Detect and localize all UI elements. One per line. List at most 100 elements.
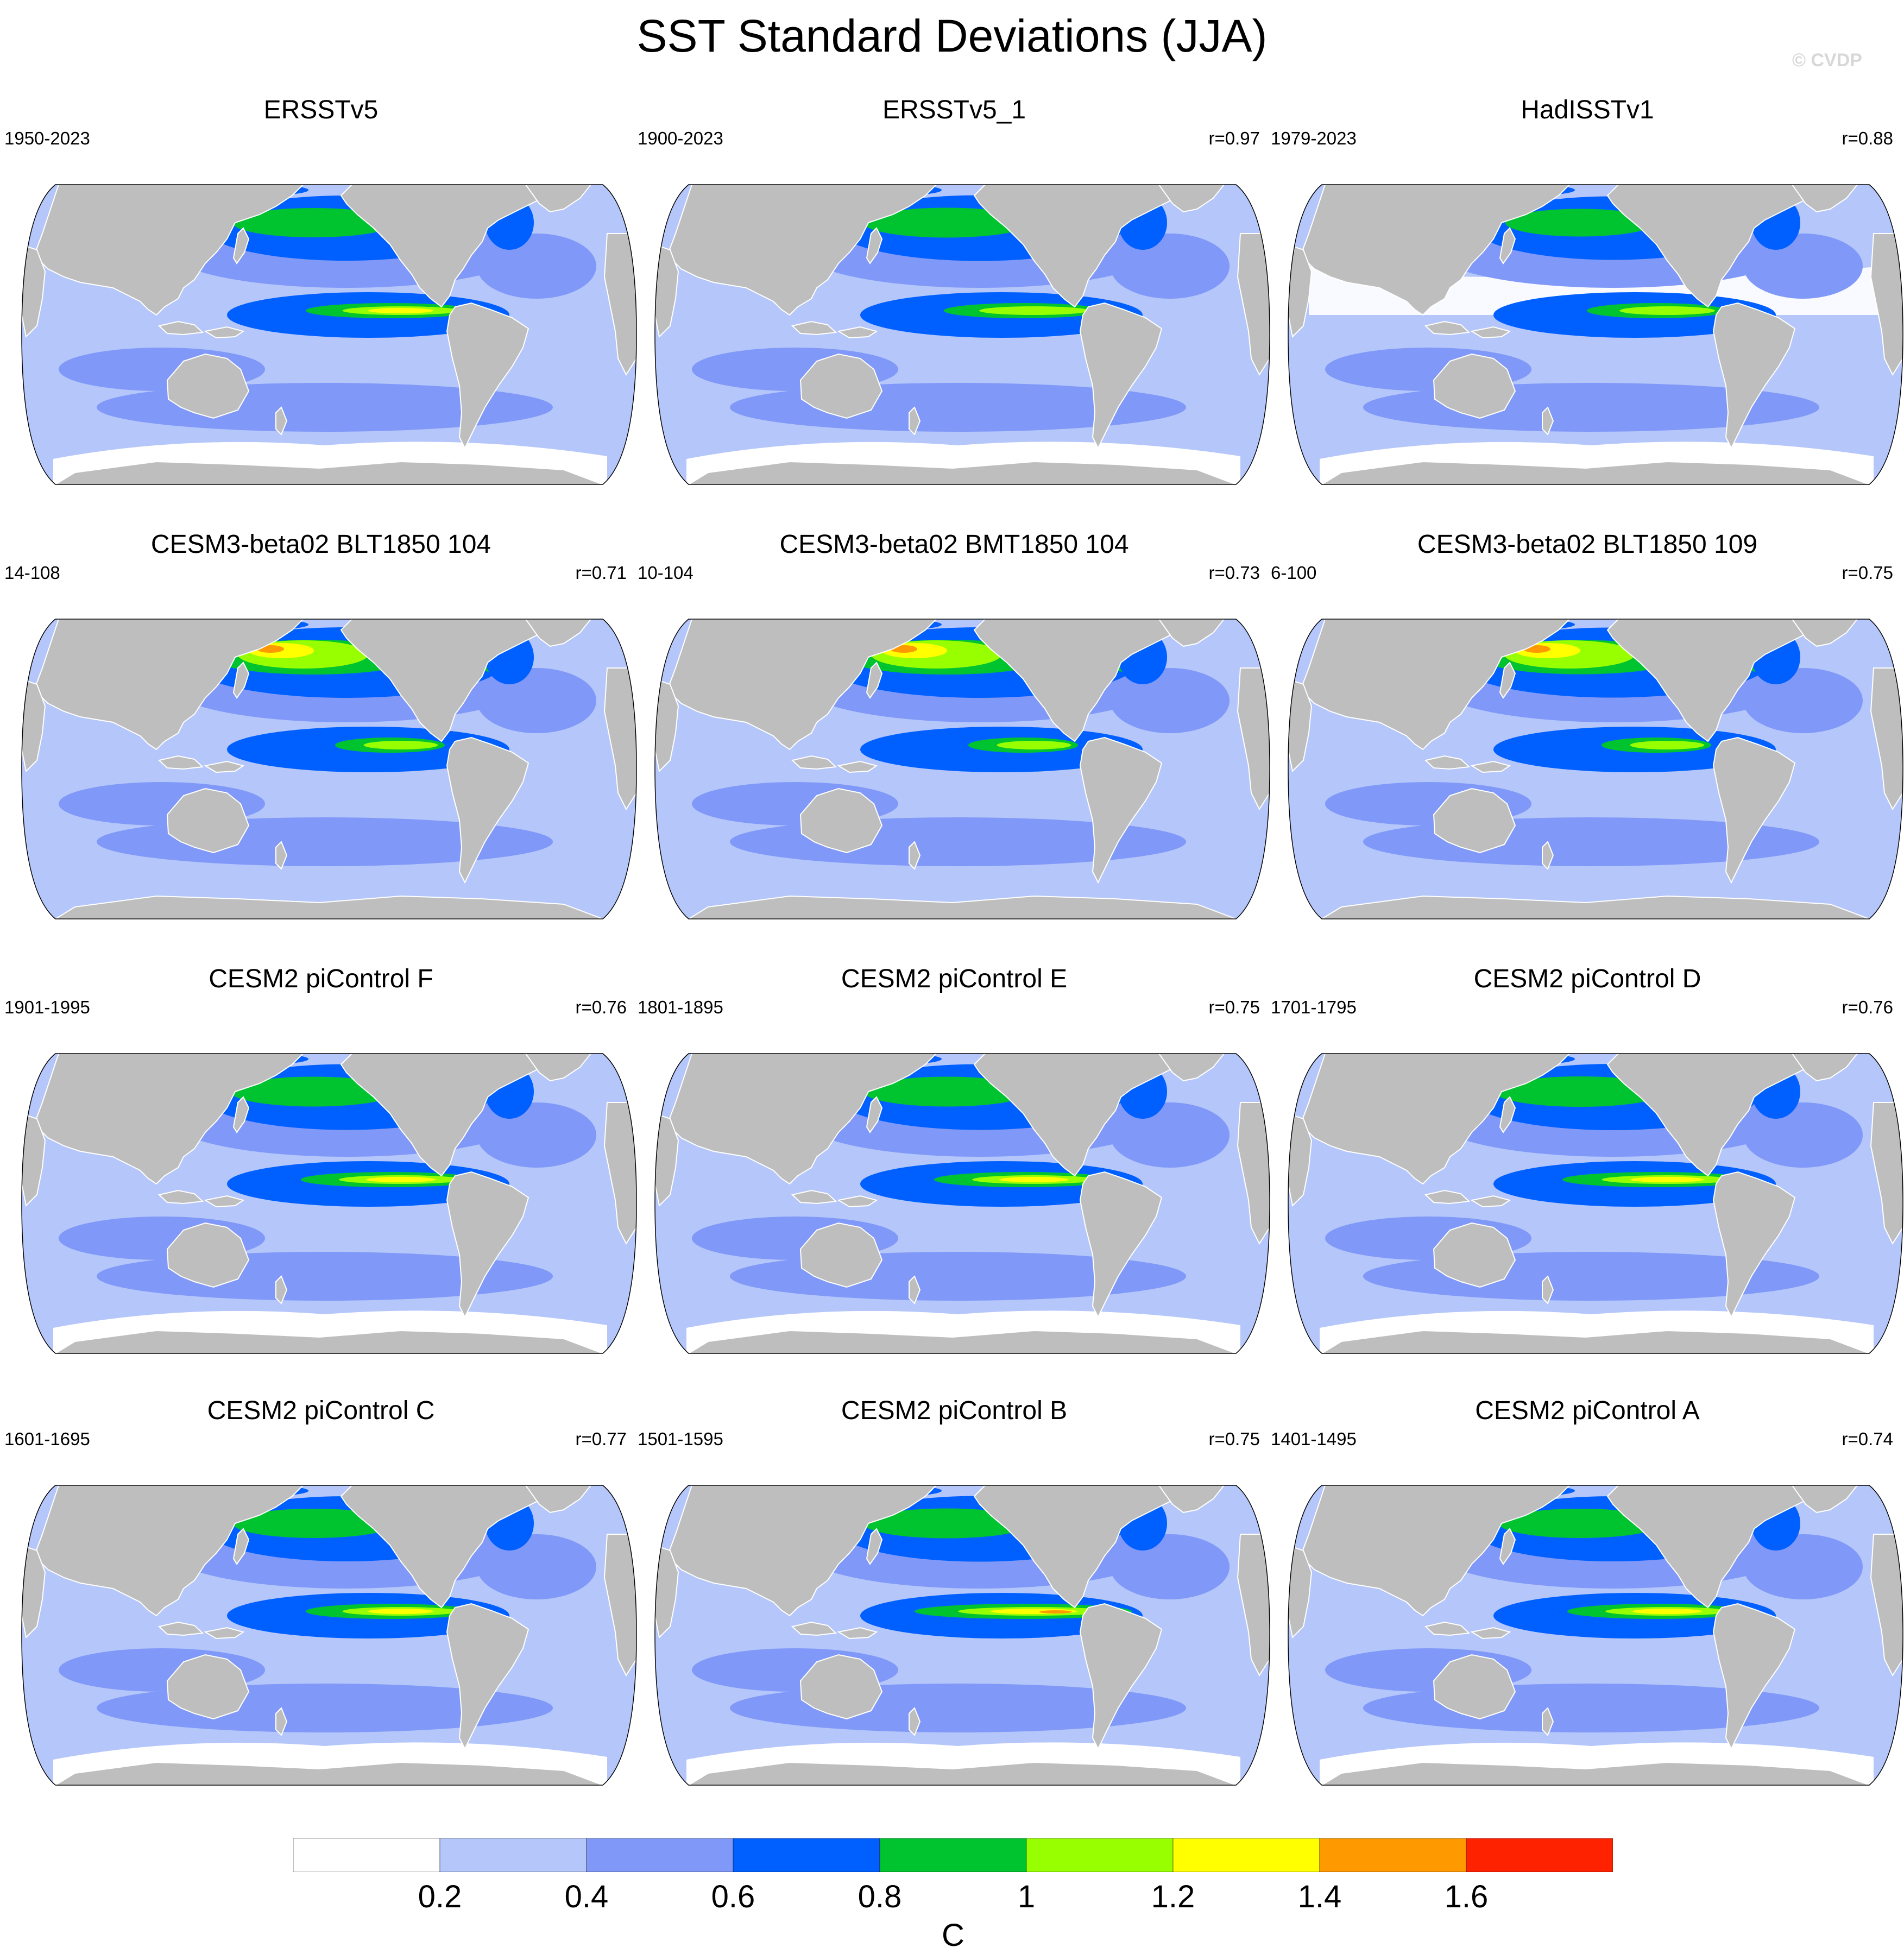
land-mass: [791, 320, 837, 336]
land-mass: [33, 1485, 305, 1617]
land-mass: [1606, 1054, 1836, 1177]
land-mass: [1320, 461, 1870, 484]
land-mass: [1606, 185, 1836, 308]
land-mass: [1606, 619, 1836, 742]
colorbar-tick-label: 0.6: [711, 1879, 755, 1914]
land-mass: [275, 406, 288, 436]
land-mass: [204, 1195, 245, 1208]
land-mass: [1433, 353, 1516, 419]
panel-period: 1979-2023: [1271, 128, 1357, 148]
sst-field: [1288, 1485, 1903, 1785]
land-mass: [1300, 1485, 1571, 1617]
land-mass: [157, 1189, 204, 1205]
land-mass: [166, 787, 250, 854]
land-mass: [603, 1102, 636, 1245]
land-mass: [157, 320, 204, 336]
land-mass: [666, 619, 938, 751]
panel-period: 10-104: [638, 563, 693, 583]
map-panel: HadISSTv1 1979-2023 r=0.88: [1271, 95, 1904, 550]
panel-correlation: r=0.77: [575, 1429, 627, 1449]
sst-field: [655, 1054, 1270, 1353]
land-mass: [1300, 619, 1571, 751]
panel-title: CESM3-beta02 BLT1850 104: [150, 530, 491, 559]
land-mass: [340, 185, 570, 308]
land-mass: [1424, 1189, 1471, 1205]
land-mass: [686, 895, 1237, 919]
land-mass: [340, 619, 570, 742]
colorbar-tick-label: 0.2: [418, 1879, 462, 1914]
land-mass: [340, 1485, 570, 1609]
colorbar-tick-label: 1.4: [1297, 1879, 1342, 1914]
land-mass: [666, 1054, 938, 1185]
land-mass: [837, 326, 878, 339]
land-mass: [22, 1544, 46, 1639]
panel-title: CESM2 piControl B: [841, 1396, 1068, 1425]
sst-field: [22, 619, 636, 919]
land-mass: [866, 661, 883, 699]
land-mass: [157, 1621, 204, 1636]
sst-map: [21, 1053, 637, 1354]
land-mass: [1424, 320, 1471, 336]
land-mass: [1606, 1485, 1836, 1609]
land-mass: [866, 1528, 883, 1565]
land-mass: [1470, 1195, 1511, 1208]
land-mass: [1542, 1707, 1554, 1736]
land-mass: [837, 1627, 878, 1640]
colorbar-tick-label: 0.8: [858, 1879, 902, 1914]
colorbar-legend: 0.2 0.4 0.6 0.8 1 1.2 1.4 1.6 C: [293, 1838, 1613, 1958]
sst-field: [1288, 619, 1903, 919]
land-mass: [340, 1054, 570, 1177]
land-mass: [1870, 667, 1903, 811]
land-mass: [232, 661, 250, 699]
panel-correlation: r=0.71: [575, 563, 627, 583]
land-mass: [1320, 1761, 1870, 1785]
land-mass: [53, 1761, 603, 1785]
panel-correlation: r=0.76: [575, 997, 627, 1017]
land-mass: [666, 1485, 938, 1617]
land-mass: [53, 1329, 603, 1353]
land-mass: [446, 1171, 529, 1319]
land-mass: [446, 1603, 529, 1750]
land-mass: [1499, 1528, 1516, 1565]
panel-period: 1701-1795: [1271, 997, 1357, 1017]
land-mass: [1300, 185, 1571, 316]
land-mass: [603, 233, 636, 376]
land-mass: [909, 1707, 921, 1736]
sst-map: [21, 619, 637, 919]
land-mass: [166, 1654, 250, 1720]
panel-title: CESM2 piControl F: [209, 965, 433, 993]
sst-field: [22, 185, 636, 484]
land-mass: [909, 1275, 921, 1304]
land-mass: [973, 1485, 1203, 1609]
land-mass: [525, 1485, 592, 1514]
colorbar-segment: [1172, 1838, 1320, 1872]
map-panel: CESM3-beta02 BLT1850 109 6-100 r=0.75: [1271, 530, 1904, 985]
land-mass: [1433, 1654, 1516, 1720]
land-mass: [1158, 185, 1226, 213]
land-mass: [157, 755, 204, 770]
map-panel: ERSSTv5_1 1900-2023 r=0.97: [638, 95, 1271, 550]
colorbar-segment: [733, 1838, 880, 1872]
colorbar-segment: [439, 1838, 587, 1872]
land-mass: [275, 1707, 288, 1736]
colorbar-segment: [1319, 1838, 1467, 1872]
map-panel: CESM2 piControl B 1501-1595 r=0.75: [638, 1396, 1271, 1851]
land-mass: [1542, 1275, 1554, 1304]
colorbar-segment: [1466, 1838, 1613, 1872]
colorbar-segment: [879, 1838, 1027, 1872]
sst-field: [655, 1485, 1270, 1785]
land-mass: [1288, 1112, 1313, 1207]
map-panel: CESM2 piControl E 1801-1895 r=0.75: [638, 964, 1271, 1419]
land-mass: [1237, 233, 1270, 376]
land-mass: [525, 185, 592, 213]
land-mass: [204, 1627, 245, 1640]
land-mass: [232, 227, 250, 264]
land-mass: [603, 667, 636, 811]
land-mass: [1237, 667, 1270, 811]
sst-map: [21, 184, 637, 485]
sst-map: [1288, 619, 1903, 919]
land-mass: [655, 243, 679, 338]
cvdp-watermark: © CVDP: [1792, 50, 1862, 71]
land-mass: [655, 1544, 679, 1639]
land-mass: [686, 1329, 1237, 1353]
